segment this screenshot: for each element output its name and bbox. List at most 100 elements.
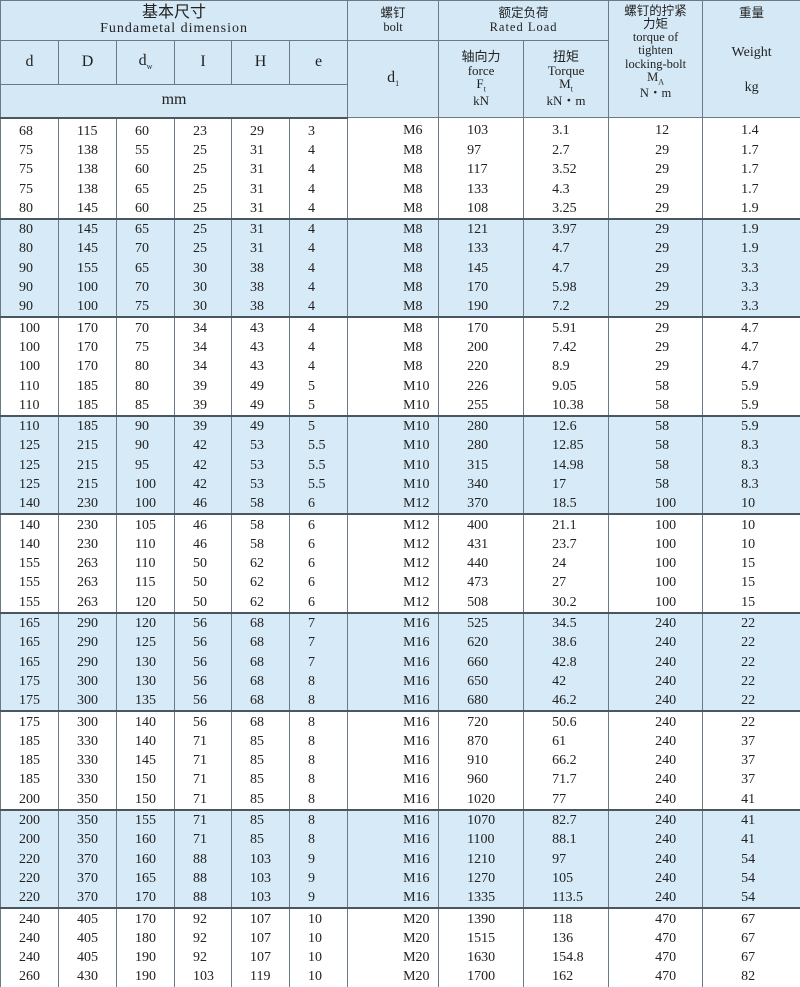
table-cell: 430 [59, 967, 117, 986]
table-cell: 650 [439, 672, 524, 691]
table-cell: 66.2 [524, 751, 609, 770]
table-cell: 7 [290, 633, 348, 652]
table-cell: 240 [1, 908, 59, 928]
table-cell: 165 [117, 869, 175, 888]
table-cell: M8 [348, 297, 439, 317]
table-cell: 34 [175, 357, 232, 376]
table-cell: 4 [290, 179, 348, 198]
table-cell: 140 [1, 494, 59, 514]
table-cell: 145 [439, 259, 524, 278]
table-cell: M8 [348, 259, 439, 278]
table-cell: 340 [439, 475, 524, 494]
table-cell: 62 [232, 554, 290, 573]
table-cell: 170 [117, 908, 175, 928]
table-cell: 165 [1, 653, 59, 672]
table-cell: 30 [175, 278, 232, 297]
table-cell: 9 [290, 888, 348, 908]
table-cell: 92 [175, 948, 232, 967]
table-cell: 23 [175, 118, 232, 141]
table-cell: 4 [290, 357, 348, 376]
table-cell: 290 [59, 613, 117, 633]
table-cell: M10 [348, 475, 439, 494]
table-cell: 110 [1, 416, 59, 436]
table-cell: 68 [232, 633, 290, 652]
table-cell: 330 [59, 732, 117, 751]
table-cell: 100 [117, 494, 175, 514]
table-cell: 470 [609, 908, 703, 928]
table-cell: M8 [348, 219, 439, 239]
table-cell: 220 [1, 888, 59, 908]
table-cell: 25 [175, 199, 232, 219]
header-rated-en: Rated Load [439, 21, 608, 34]
table-cell: 220 [439, 357, 524, 376]
table-cell: 4.7 [524, 259, 609, 278]
table-cell: 263 [59, 573, 117, 592]
table-cell: 8.3 [703, 475, 800, 494]
table-cell: 215 [59, 456, 117, 475]
table-cell: 103 [232, 869, 290, 888]
table-cell: 12.6 [524, 416, 609, 436]
header-force-cn: 轴向力 [439, 50, 523, 64]
table-cell: 88 [175, 888, 232, 908]
table-cell: 60 [117, 160, 175, 179]
header-bolt-symbol: d1 [348, 41, 439, 118]
table-cell: 42.8 [524, 653, 609, 672]
table-cell: M16 [348, 672, 439, 691]
table-cell: M10 [348, 396, 439, 416]
table-cell: 240 [1, 929, 59, 948]
table-cell: 50 [175, 554, 232, 573]
table-cell: 7 [290, 613, 348, 633]
table-cell: 240 [609, 888, 703, 908]
table-cell: 6 [290, 554, 348, 573]
table-cell: 370 [59, 849, 117, 868]
header-dim-i: I [175, 41, 232, 85]
table-cell: 56 [175, 691, 232, 711]
table-cell: 5.9 [703, 376, 800, 395]
table-cell: 4 [290, 141, 348, 160]
table-cell: 140 [1, 535, 59, 554]
table-cell: 39 [175, 376, 232, 395]
table-cell: 180 [117, 929, 175, 948]
table-cell: 5.9 [703, 396, 800, 416]
table-cell: 38 [232, 259, 290, 278]
header-dim-dw: dw [117, 41, 175, 85]
table-cell: 145 [59, 239, 117, 258]
table-cell: 185 [59, 416, 117, 436]
table-cell: 42 [524, 672, 609, 691]
header-fundamental-en: Fundametal dimension [1, 22, 347, 37]
table-cell: 68 [1, 118, 59, 141]
table-cell: 85 [232, 810, 290, 830]
table-cell: 25 [175, 219, 232, 239]
table-cell: 330 [59, 770, 117, 789]
table-cell: 41 [703, 810, 800, 830]
table-cell: 10 [703, 494, 800, 514]
table-cell: 31 [232, 199, 290, 219]
table-cell: 160 [117, 830, 175, 849]
table-cell: M8 [348, 357, 439, 376]
table-cell: 4 [290, 317, 348, 337]
table-cell: 46 [175, 494, 232, 514]
table-cell: 125 [1, 475, 59, 494]
table-cell: 215 [59, 475, 117, 494]
header-force-unit: kN [439, 94, 523, 108]
table-cell: 1210 [439, 849, 524, 868]
table-cell: 29 [609, 141, 703, 160]
table-cell: 75 [1, 160, 59, 179]
table-cell: 31 [232, 239, 290, 258]
table-cell: 71 [175, 751, 232, 770]
table-cell: 22 [703, 653, 800, 672]
table-cell: 54 [703, 888, 800, 908]
table-cell: M10 [348, 456, 439, 475]
table-cell: 55 [117, 141, 175, 160]
table-cell: 38.6 [524, 633, 609, 652]
table-cell: 80 [1, 219, 59, 239]
table-cell: 155 [1, 593, 59, 613]
